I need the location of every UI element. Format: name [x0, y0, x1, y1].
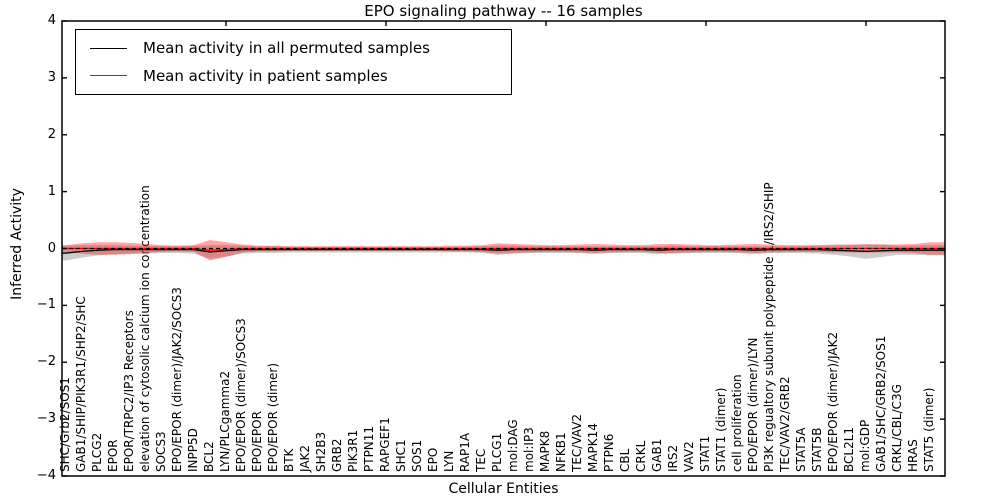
- x-axis-label-title: Cellular Entities: [448, 481, 559, 497]
- permuted-mean-line: [62, 248, 945, 254]
- y-tick-label: −4: [36, 468, 56, 483]
- legend-entry-patient: Mean activity in patient samples: [76, 67, 511, 85]
- x-entity-label: RAP1A: [458, 432, 472, 472]
- x-entity-label: STAT5 (dimer): [922, 387, 936, 472]
- x-entity-label: EPO: [426, 447, 440, 472]
- x-entity-label: TEC/VAV2/GRB2: [778, 376, 792, 472]
- y-tick-label: 2: [47, 126, 56, 142]
- x-entity-label: PLCG1: [490, 432, 504, 472]
- x-entity-label: PLCG2: [90, 432, 104, 472]
- x-entity-label: GAB1/SHIP/PIK3R1/SHP2/SHC: [74, 296, 88, 472]
- x-entity-label: PTPN6: [602, 433, 616, 472]
- y-tick-label: 1: [47, 183, 56, 199]
- patient-mean-line: [62, 247, 945, 251]
- x-entity-label: SHC/Grb2/SOS1: [58, 377, 72, 472]
- x-entity-label: PI3K regualtory subunit polypeptide 1/IR…: [762, 182, 776, 472]
- x-entity-label: TEC: [474, 448, 488, 472]
- permuted-line-sample: [90, 47, 127, 49]
- x-entity-label: STAT1 (dimer): [714, 387, 728, 472]
- x-entity-label: SOCS3: [154, 431, 168, 472]
- legend-entry-permuted: Mean activity in all permuted samples: [76, 39, 511, 57]
- x-entity-label: cell proliferation: [730, 374, 744, 472]
- x-entity-label: GAB1/SHC/GRB2/SOS1: [874, 335, 888, 472]
- legend-label-permuted: Mean activity in all permuted samples: [143, 39, 430, 58]
- permuted-band: [62, 243, 945, 261]
- y-tick-label: −1: [36, 297, 56, 313]
- x-entity-label: EPOR: [106, 439, 120, 472]
- x-entity-label: HRAS: [906, 439, 920, 472]
- x-entity-label: MAPK14: [586, 423, 600, 472]
- x-entity-label: LYN/PLCgamma2: [218, 370, 232, 472]
- x-entity-label: EPO/EPOR: [250, 411, 264, 472]
- x-entity-label: EPO/EPOR (dimer)/LYN: [746, 337, 760, 472]
- y-tick-label: 4: [47, 13, 56, 28]
- x-entity-label: PIK3R1: [346, 429, 360, 472]
- x-entity-label: CBL: [618, 448, 632, 472]
- x-entity-label: EPO/EPOR (dimer)/SOCS3: [234, 318, 248, 472]
- x-entity-label: NFKB1: [554, 432, 568, 472]
- legend: Mean activity in all permuted samples Me…: [75, 29, 512, 95]
- x-entity-label: BCL2L1: [842, 426, 856, 472]
- legend-label-patient: Mean activity in patient samples: [143, 66, 388, 85]
- y-tick-label: 0: [47, 240, 56, 256]
- x-entity-label: GAB1: [650, 438, 664, 472]
- x-entity-label: SOS1: [410, 439, 424, 472]
- x-entity-label: mol:GDP: [858, 419, 872, 472]
- x-entity-label: RAPGEF1: [378, 417, 392, 472]
- x-entity-label: EPO/EPOR (dimer)/JAK2/SOCS3: [170, 287, 184, 472]
- x-entity-label: INPP5D: [186, 428, 200, 472]
- x-entity-label: CRKL/CBL/C3G: [890, 384, 904, 472]
- x-entity-label: mol:DAG: [506, 419, 520, 472]
- patient-band: [62, 239, 945, 261]
- x-entity-label: PTPN11: [362, 425, 376, 472]
- x-entity-label: EPO/EPOR (dimer): [266, 362, 280, 472]
- x-entity-label: STAT5A: [794, 427, 808, 472]
- x-entity-label: VAV2: [682, 441, 696, 472]
- x-entity-label: STAT5B: [810, 427, 824, 473]
- x-entity-label: LYN: [442, 450, 456, 472]
- x-entity-label: elevation of cytosolic calcium ion conce…: [138, 185, 152, 472]
- x-entity-label: GRB2: [330, 438, 344, 472]
- x-entity-label: MAPK8: [538, 430, 552, 472]
- y-tick-label: −3: [36, 411, 56, 427]
- y-tick-label: −2: [36, 354, 56, 370]
- x-entity-label: SHC1: [394, 439, 408, 472]
- x-entity-label: JAK2: [298, 444, 312, 472]
- x-entity-label: EPO/EPOR (dimer)/JAK2: [826, 331, 840, 472]
- x-entity-label: BTK: [282, 448, 296, 472]
- y-tick-label: 3: [47, 69, 56, 85]
- patient-line-sample: [90, 75, 127, 77]
- x-entity-label: BCL2: [202, 441, 216, 472]
- x-entity-label: CRKL: [634, 440, 648, 472]
- x-entity-label: EPOR/TRPC2/IP3 Receptors: [122, 310, 136, 472]
- x-entity-label: STAT1: [698, 435, 712, 472]
- x-entity-label: IRS2: [666, 444, 680, 472]
- x-entity-label: mol:IP3: [522, 427, 536, 472]
- chart-title: EPO signaling pathway -- 16 samples: [364, 2, 643, 20]
- x-entity-label: TEC/VAV2: [570, 413, 584, 472]
- x-entity-label: SH2B3: [314, 431, 328, 472]
